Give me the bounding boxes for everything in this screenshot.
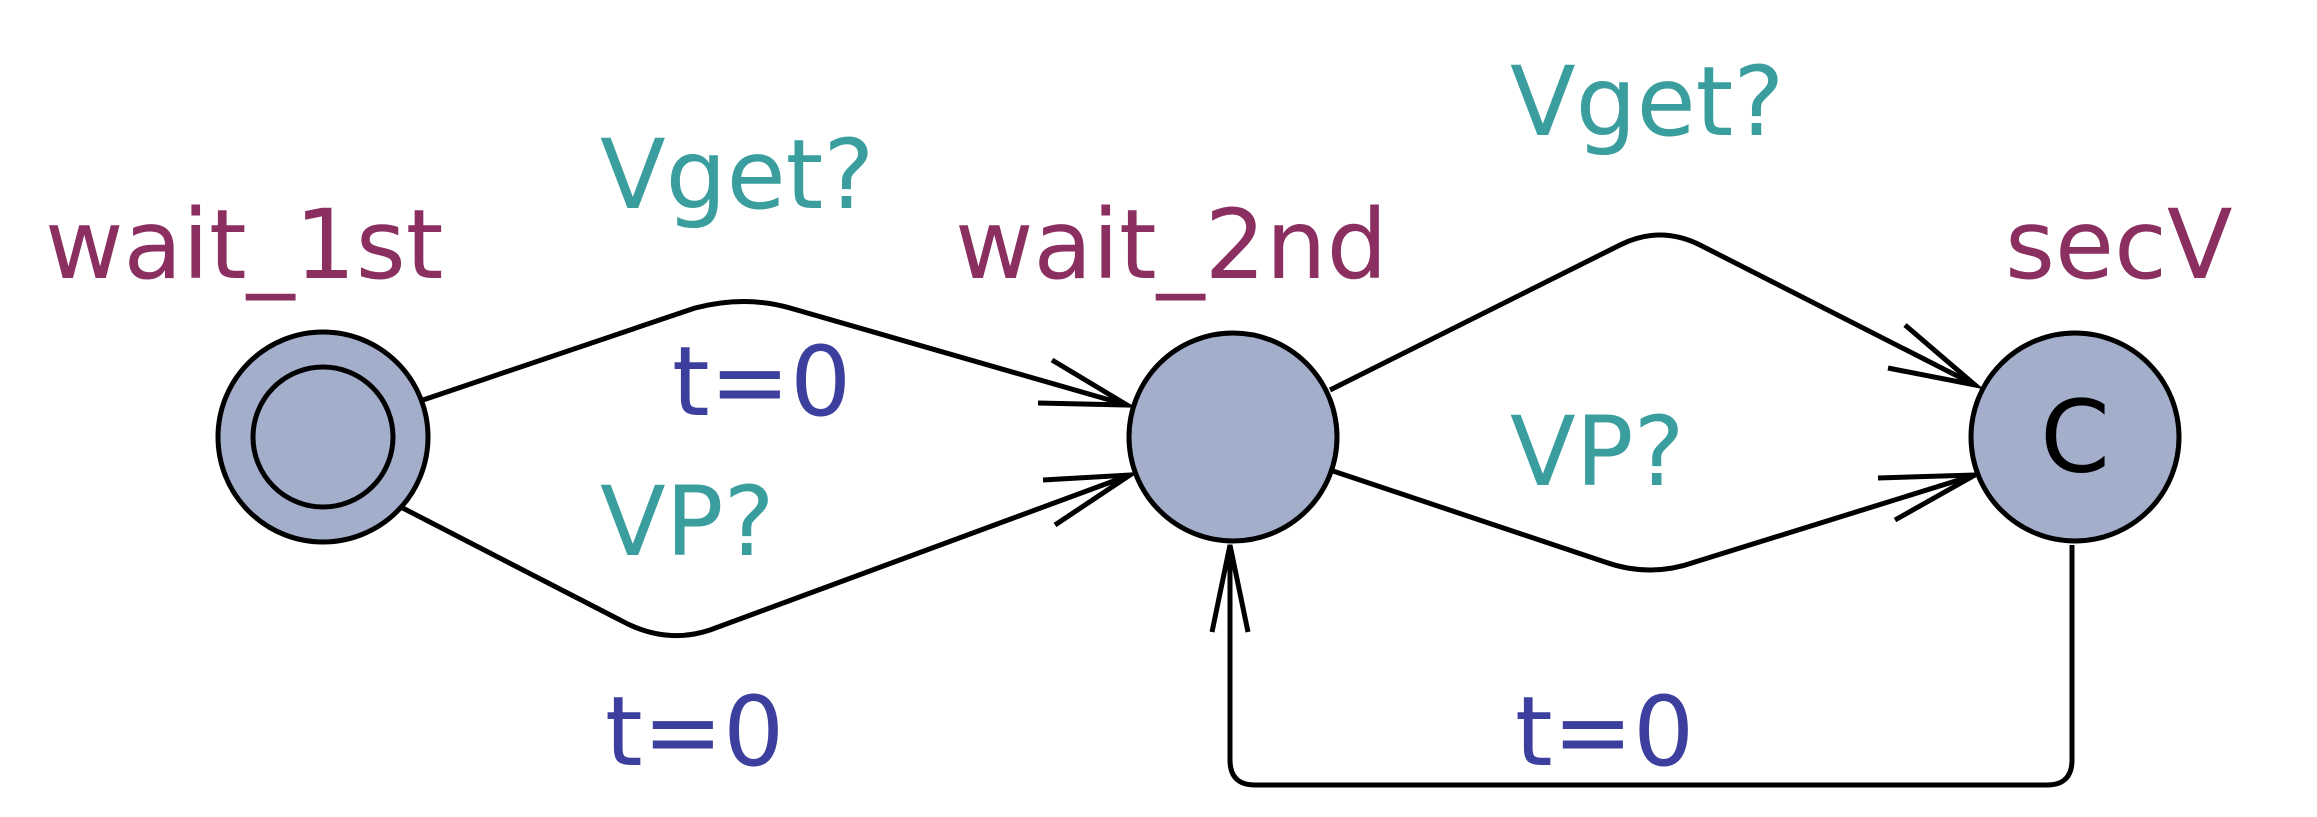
location-secV[interactable]: C <box>1968 330 2182 544</box>
arrowhead-lower-wait2nd <box>1042 471 1140 528</box>
sync-label-e1: Vget? <box>600 119 874 231</box>
arrowhead-upper-secV <box>1887 323 1984 390</box>
arrowhead-upper-wait2nd <box>1037 357 1137 408</box>
edge-wait1st-wait2nd-upper <box>422 299 1128 408</box>
location-name-secV: secV <box>2005 189 2233 301</box>
sync-label-e2: VP? <box>600 466 775 578</box>
sync-label-e3: Vget? <box>1510 46 1784 158</box>
committed-marker: C <box>2040 379 2110 496</box>
edge-wait2nd-secV-upper <box>1328 232 1977 393</box>
state-circle <box>1126 330 1340 544</box>
location-wait-1st[interactable] <box>215 329 431 545</box>
edge-wait1st-wait2nd-lower <box>391 472 1131 639</box>
arrowhead-wait2nd-bottom <box>1209 544 1251 633</box>
edge-wait2nd-secV-lower <box>1329 467 1976 573</box>
location-wait-2nd[interactable] <box>1126 330 1340 544</box>
edge-secV-wait2nd <box>1227 545 2075 788</box>
initial-inner-ring <box>250 364 396 510</box>
location-name-wait-1st: wait_1st <box>45 189 443 301</box>
update-label-e1: t=0 <box>672 326 851 438</box>
update-label-e2: t=0 <box>605 676 784 788</box>
arrowhead-lower-secV <box>1877 472 1977 523</box>
update-label-e5: t=0 <box>1515 676 1694 788</box>
location-name-wait-2nd: wait_2nd <box>955 189 1388 301</box>
sync-label-e4: VP? <box>1510 396 1685 508</box>
state-circle <box>1968 330 2182 544</box>
